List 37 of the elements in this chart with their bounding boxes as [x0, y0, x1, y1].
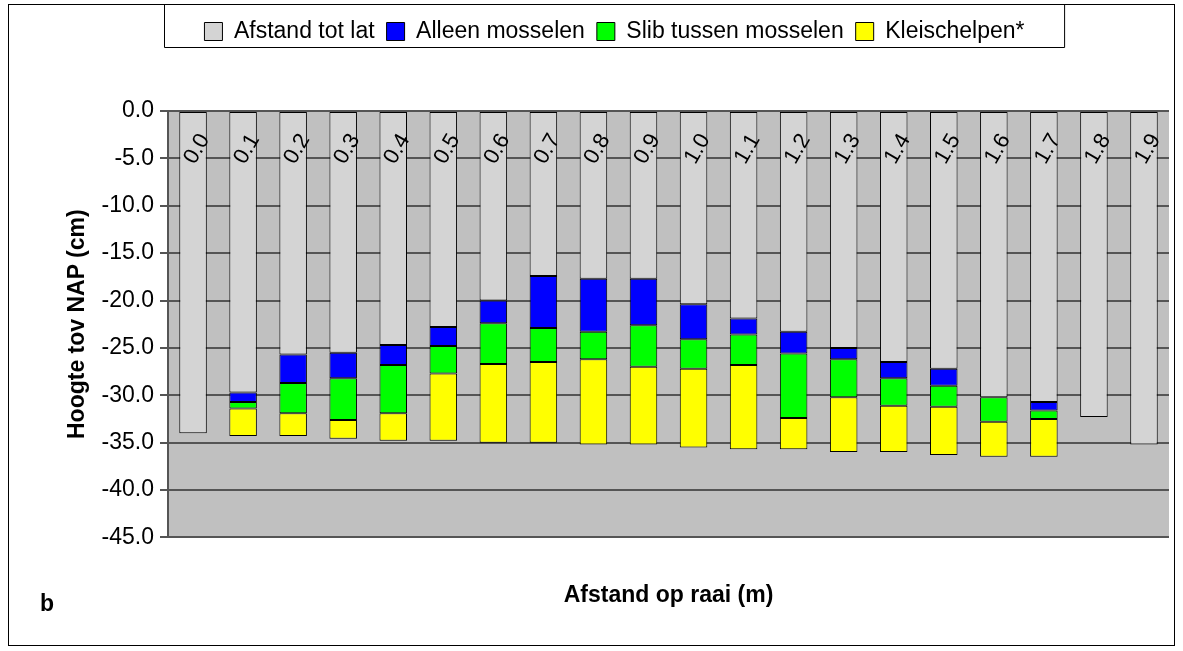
y-tick-label: -15.0: [101, 238, 155, 265]
x-tick-label: 1.5: [928, 128, 965, 168]
x-tick-label: 0.0: [177, 128, 215, 168]
x-tick-label: 0.6: [477, 128, 515, 168]
x-tick-label: 0.5: [427, 128, 465, 168]
legend-label: Afstand tot lat: [233, 16, 376, 43]
legend-label: Kleischelpen*: [885, 16, 1025, 43]
x-tick-label: 0.2: [277, 128, 315, 168]
x-tick-label: 1.9: [1128, 128, 1166, 168]
x-tick-label: 0.7: [527, 128, 565, 168]
x-tick-label: 1.6: [978, 128, 1016, 168]
y-tick-label: -40.0: [101, 475, 155, 502]
y-tick-label: -5.0: [114, 143, 155, 170]
x-tick-label: 0.9: [627, 128, 665, 168]
x-tick-label: 1.4: [878, 128, 915, 168]
y-tick-label: -45.0: [101, 522, 155, 549]
y-tick-label: -30.0: [101, 380, 155, 407]
x-tick-label: 1.8: [1078, 128, 1116, 168]
x-tick-label: 0.4: [377, 128, 415, 168]
y-tick-label: -20.0: [101, 285, 155, 312]
y-tick-label: -35.0: [101, 427, 155, 454]
x-tick-label: 1.0: [677, 128, 715, 168]
x-tick-label: 0.1: [227, 128, 265, 168]
legend-label: Alleen mosselen: [416, 16, 585, 43]
y-tick-label: 0.0: [122, 96, 155, 123]
legend-label: Slib tussen mosselen: [626, 16, 844, 43]
y-axis-title: Hoogte tov NAP (cm): [63, 209, 90, 439]
x-tick-label: 1.3: [827, 128, 865, 168]
x-tick-label: 1.2: [777, 128, 815, 168]
y-tick-label: -25.0: [101, 333, 155, 360]
x-tick-label: 0.8: [577, 128, 615, 168]
x-tick-label: 1.1: [727, 128, 765, 168]
x-tick-label: 1.7: [1028, 128, 1066, 168]
text: b: [40, 590, 55, 617]
y-tick-label: -10.0: [101, 191, 155, 218]
x-axis-title: Afstand op raai (m): [563, 580, 774, 607]
x-tick-label: 0.3: [327, 128, 365, 168]
